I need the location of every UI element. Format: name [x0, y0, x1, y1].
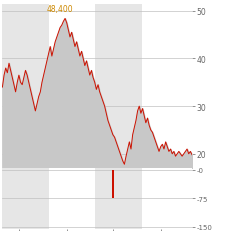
Bar	[95, 168, 142, 229]
Text: 48,400: 48,400	[47, 5, 73, 14]
Bar	[112, 170, 114, 198]
Bar	[95, 5, 142, 168]
Text: 17,800: 17,800	[88, 175, 114, 184]
Bar	[2, 168, 49, 229]
Bar	[2, 5, 49, 168]
